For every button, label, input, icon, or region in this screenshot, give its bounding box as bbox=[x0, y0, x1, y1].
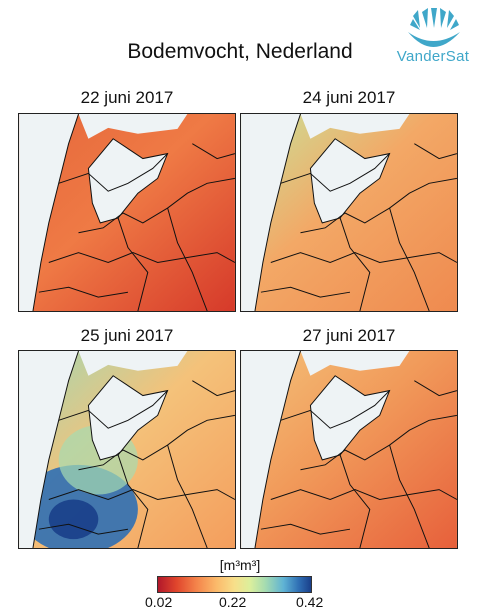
province-border bbox=[192, 380, 235, 397]
soil-moisture-map-2 bbox=[240, 113, 458, 312]
province-border bbox=[260, 523, 351, 535]
province-border bbox=[38, 523, 129, 535]
province-border bbox=[260, 286, 351, 298]
wadden-sea bbox=[300, 351, 410, 376]
wadden-sea bbox=[78, 114, 188, 139]
panel-2-date: 24 juni 2017 bbox=[302, 88, 396, 107]
map-title: Bodemvocht, Nederland bbox=[127, 40, 353, 63]
panel-4-date: 27 juni 2017 bbox=[302, 326, 396, 345]
wet-area-core bbox=[48, 499, 99, 540]
province-border bbox=[167, 444, 208, 548]
province-border bbox=[48, 252, 235, 264]
soil-moisture-map-4 bbox=[240, 350, 458, 549]
province-border bbox=[414, 143, 457, 160]
province-border bbox=[38, 286, 129, 298]
province-border bbox=[280, 153, 390, 192]
wadden-sea bbox=[78, 351, 188, 376]
province-border bbox=[300, 414, 457, 471]
logo-text: VanderSat bbox=[396, 48, 470, 65]
province-border bbox=[339, 217, 371, 311]
province-border bbox=[192, 143, 235, 160]
logo-icon bbox=[408, 8, 460, 47]
province-border bbox=[339, 454, 371, 548]
province-border bbox=[78, 177, 235, 234]
colorbar bbox=[157, 576, 312, 593]
coastline bbox=[32, 114, 79, 311]
panel-3-date: 25 juni 2017 bbox=[80, 326, 174, 345]
soil-moisture-map-3 bbox=[18, 350, 236, 549]
colorbar-tick-min: 0.02 bbox=[145, 594, 173, 610]
province-border bbox=[167, 207, 208, 311]
panel-1-date: 22 juni 2017 bbox=[80, 88, 174, 107]
province-border bbox=[389, 444, 430, 548]
province-border bbox=[389, 207, 430, 311]
ijsselmeer bbox=[87, 138, 169, 224]
coastline bbox=[254, 114, 301, 311]
ijsselmeer bbox=[309, 375, 391, 461]
colorbar-tick-max: 0.42 bbox=[296, 594, 324, 610]
province-border bbox=[270, 489, 457, 501]
province-border bbox=[48, 489, 235, 501]
coastline bbox=[32, 351, 79, 548]
province-border bbox=[300, 177, 457, 234]
province-border bbox=[280, 390, 390, 429]
coastline bbox=[254, 351, 301, 548]
province-border bbox=[117, 454, 149, 548]
wadden-sea bbox=[300, 114, 410, 139]
province-border bbox=[414, 380, 457, 397]
ijsselmeer bbox=[309, 138, 391, 224]
colorbar-tick-mid: 0.22 bbox=[219, 594, 247, 610]
soil-moisture-map-1 bbox=[18, 113, 236, 312]
ijsselmeer bbox=[87, 375, 169, 461]
province-border bbox=[270, 252, 457, 264]
province-border bbox=[58, 153, 168, 192]
province-border bbox=[78, 414, 235, 471]
province-border bbox=[58, 390, 168, 429]
province-border bbox=[117, 217, 149, 311]
colorbar-unit: [m³m³] bbox=[219, 557, 261, 573]
